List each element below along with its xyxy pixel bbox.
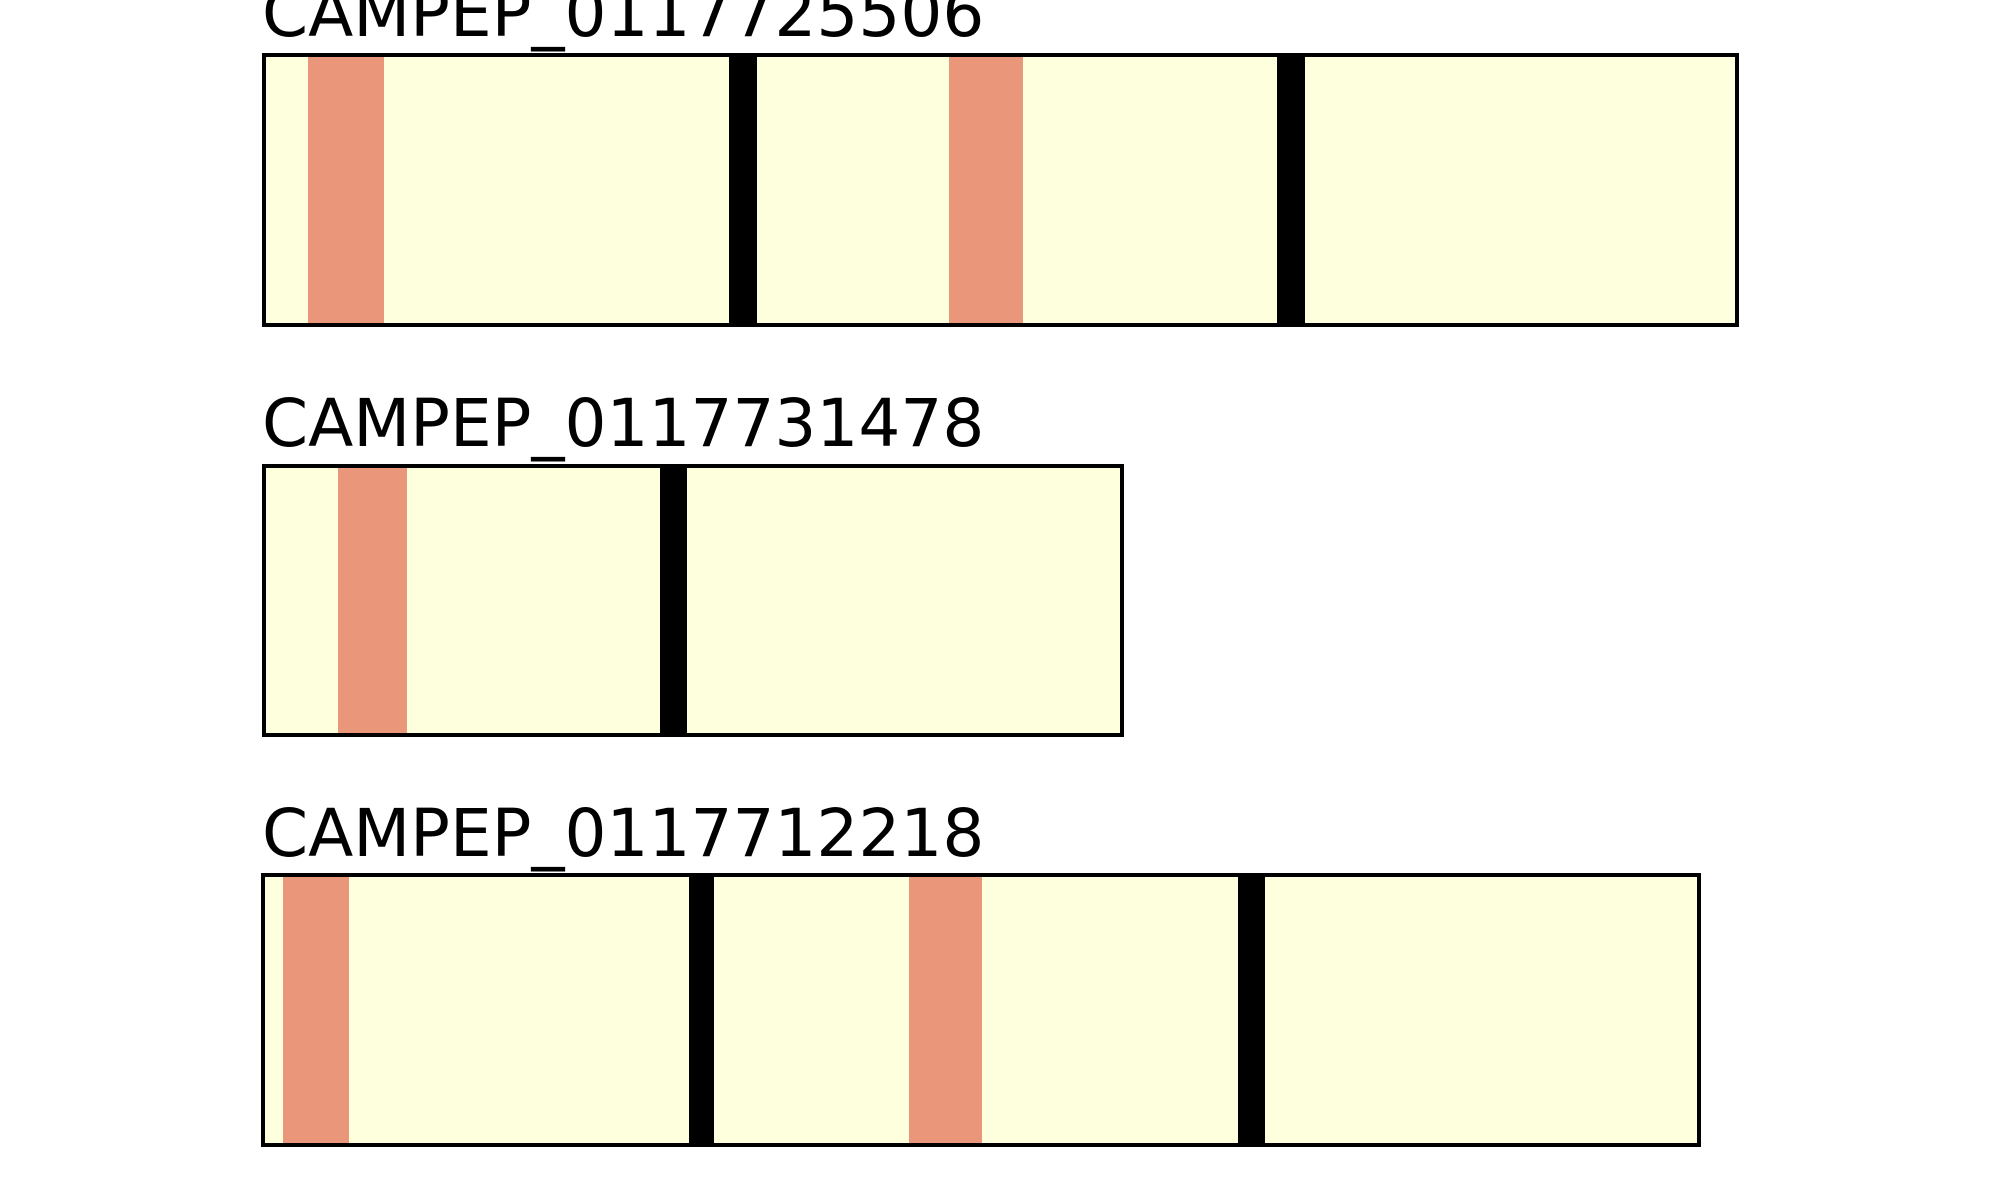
track-title: CAMPEP_0117712218 <box>262 795 985 872</box>
sequence-bar <box>261 873 1701 1147</box>
sequence-bar <box>262 53 1739 327</box>
marker-feature <box>660 468 687 733</box>
sequence-bar <box>262 464 1124 737</box>
marker-feature <box>1277 57 1305 323</box>
domain-feature <box>338 468 407 733</box>
domain-feature <box>949 57 1023 323</box>
domain-feature <box>283 877 349 1143</box>
track-title: CAMPEP_0117725506 <box>262 0 985 52</box>
track-title: CAMPEP_0117731478 <box>262 385 985 462</box>
domain-feature <box>308 57 384 323</box>
marker-feature <box>729 57 757 323</box>
domain-feature <box>909 877 982 1143</box>
marker-feature <box>1238 877 1265 1143</box>
marker-feature <box>689 877 714 1143</box>
